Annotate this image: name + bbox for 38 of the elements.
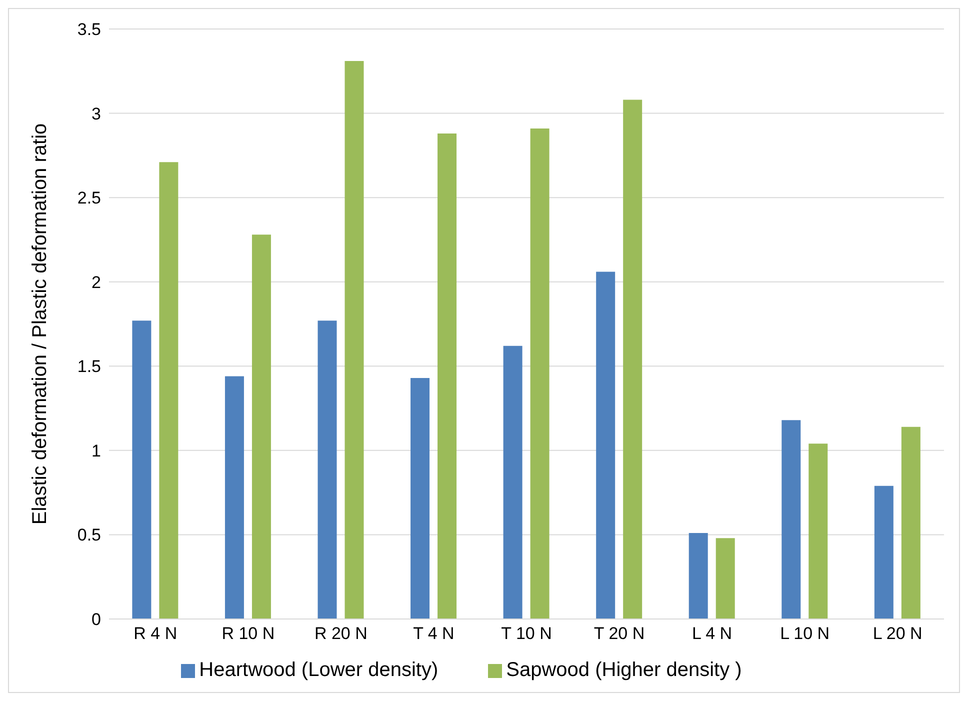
bar — [623, 100, 642, 619]
bar — [782, 420, 801, 619]
y-tick-label: 3 — [92, 104, 101, 124]
bar — [716, 538, 735, 619]
bar — [252, 234, 271, 619]
x-tick-label: L 4 N — [692, 624, 732, 644]
x-tick-label: R 10 N — [222, 624, 275, 644]
bar — [808, 444, 828, 619]
bar — [159, 162, 178, 619]
bar — [344, 61, 364, 619]
bar — [530, 128, 550, 619]
bar — [901, 426, 920, 619]
bar — [318, 320, 337, 619]
x-tick-label: R 4 N — [134, 624, 178, 644]
bar — [596, 272, 616, 619]
x-tick-label: T 4 N — [413, 624, 454, 644]
y-tick-label: 2.5 — [77, 188, 101, 208]
bar — [688, 533, 708, 619]
x-tick-label: T 10 N — [501, 624, 552, 644]
bar — [410, 378, 430, 619]
y-tick-label: 0.5 — [77, 526, 101, 545]
y-tick-label: 0 — [92, 610, 101, 630]
y-tick-label: 3.5 — [77, 20, 101, 40]
y-tick-label: 1 — [92, 441, 101, 460]
y-tick-label: 2 — [92, 272, 101, 292]
x-tick-label: L 20 N — [872, 624, 922, 644]
y-axis-title: Elastic deformation / Plastic deformation ratio — [29, 123, 52, 525]
x-tick-label: R 20 N — [314, 624, 368, 644]
bar — [132, 320, 152, 619]
legend-label: Sapwood (Higher density ) — [506, 659, 742, 681]
bar — [438, 134, 457, 619]
bar — [224, 376, 244, 619]
x-tick-label: L 10 N — [780, 624, 830, 644]
legend-label: Heartwood (Lower density) — [199, 659, 438, 681]
bar — [874, 486, 894, 619]
bar — [503, 346, 522, 619]
y-tick-label: 1.5 — [77, 357, 101, 376]
x-tick-label: T 20 N — [594, 624, 645, 644]
